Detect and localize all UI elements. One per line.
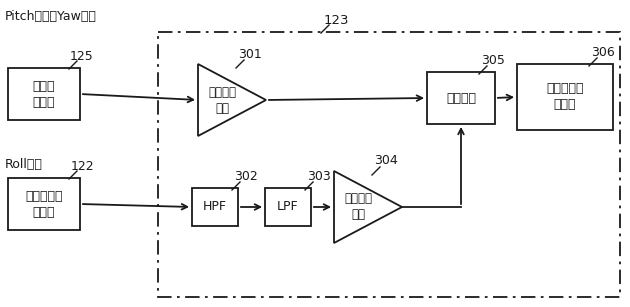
Text: 304: 304 — [374, 154, 398, 168]
Text: LPF: LPF — [277, 200, 299, 213]
Text: Pitch方向、Yaw方向: Pitch方向、Yaw方向 — [5, 10, 97, 23]
Bar — [265, 188, 311, 226]
Text: 122: 122 — [70, 160, 94, 173]
Text: 305: 305 — [481, 53, 505, 67]
Text: 電子補正量
設定部: 電子補正量 設定部 — [546, 83, 584, 111]
Text: カメラ
通信部: カメラ 通信部 — [33, 80, 55, 108]
Polygon shape — [198, 64, 266, 136]
Text: カメラ振れ
検出部: カメラ振れ 検出部 — [25, 189, 63, 219]
Text: リミッタ: リミッタ — [446, 91, 476, 104]
Bar — [192, 188, 238, 226]
Polygon shape — [334, 171, 402, 243]
Text: 306: 306 — [591, 45, 615, 59]
Bar — [8, 178, 80, 230]
Text: 123: 123 — [323, 14, 349, 26]
Text: 302: 302 — [234, 169, 258, 182]
Bar — [8, 68, 80, 120]
Text: ピクセル
変換: ピクセル 変換 — [208, 86, 236, 115]
Bar — [427, 72, 495, 124]
Text: 301: 301 — [238, 48, 262, 60]
Bar — [517, 64, 613, 130]
Text: Roll方向: Roll方向 — [5, 158, 43, 171]
Text: ピクセル
変換: ピクセル 変換 — [344, 192, 372, 221]
Text: 303: 303 — [307, 169, 331, 182]
Bar — [158, 32, 620, 297]
Text: HPF: HPF — [203, 200, 227, 213]
Text: 125: 125 — [70, 49, 94, 63]
